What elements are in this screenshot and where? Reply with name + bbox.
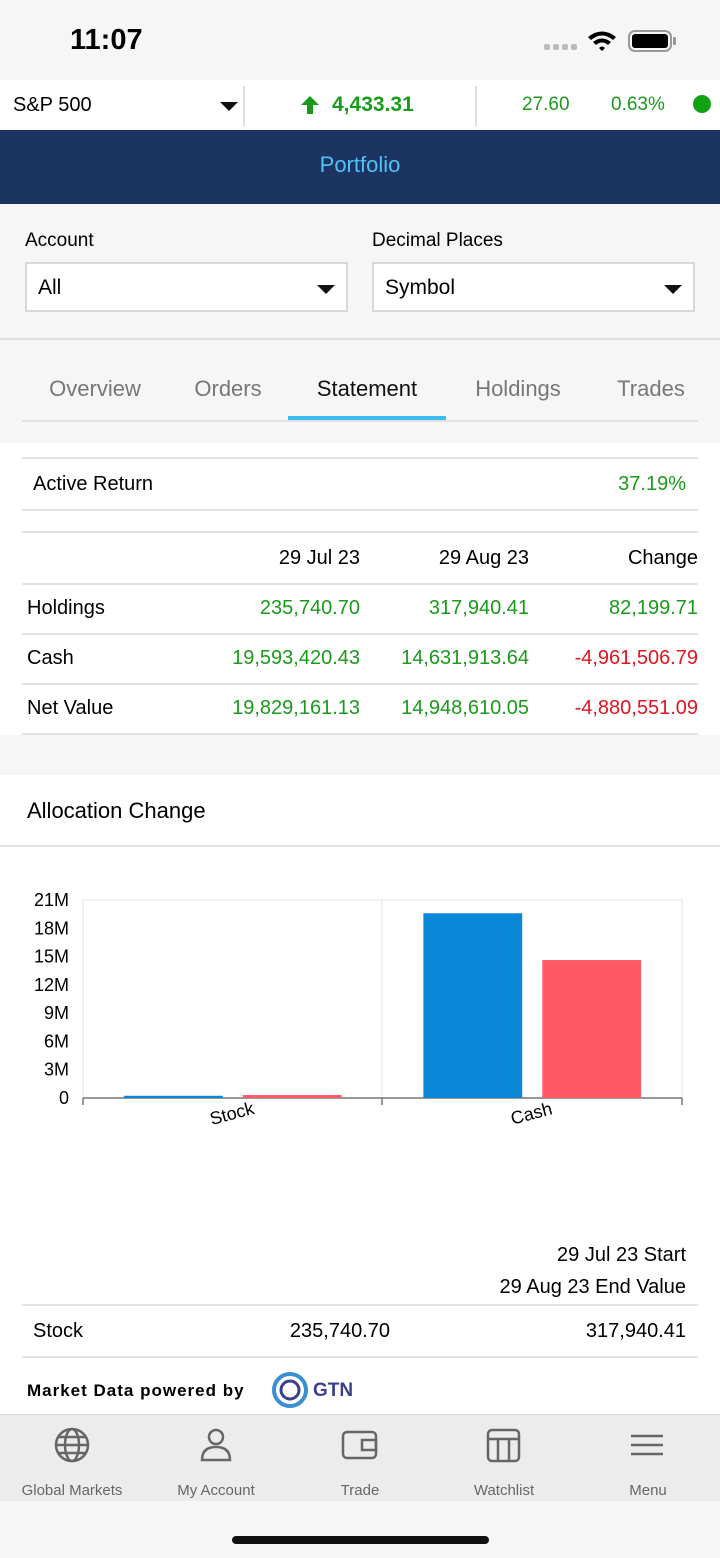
y-tick-label: 15M: [34, 947, 69, 967]
ticker-bar: [0, 80, 720, 130]
bar: [123, 1095, 223, 1098]
header-title: Portfolio: [319, 152, 401, 177]
dropdown-caret: [664, 285, 682, 294]
column-header: Change: [627, 547, 698, 569]
tab-baseline: [22, 420, 698, 422]
cell: 14,631,913.64: [401, 647, 529, 669]
column-header: 29 Aug 23: [438, 547, 529, 569]
tab-bar-item[interactable]: My Account: [177, 1482, 255, 1499]
y-tick-label: 0: [59, 1088, 69, 1108]
cell: -4,961,506.79: [574, 647, 698, 669]
active-return-row: Active Return 37.19%: [22, 457, 698, 511]
column-header: 29 Jul 23: [278, 547, 360, 569]
cell: 19,593,420.43: [232, 647, 360, 669]
table-header: 29 Jul 23 29 Aug 23 Change: [22, 531, 698, 585]
time: 11:07: [70, 24, 143, 56]
table-row: Holdings 235,740.70 317,940.41 82,199.71: [22, 583, 698, 635]
tabs: Overview Orders Statement Holdings Trades: [0, 340, 720, 442]
filter-label: Account: [25, 230, 94, 251]
status-icons: [544, 30, 676, 52]
y-tick-label: 21M: [34, 890, 69, 910]
cell: 14,948,610.05: [401, 697, 529, 719]
divider: [475, 86, 477, 126]
value: 37.19%: [618, 473, 686, 495]
gtn-logo-mark: [272, 1372, 308, 1408]
cell: 235,740.70: [289, 1320, 390, 1342]
filter-select[interactable]: Symbol: [372, 262, 695, 312]
tab[interactable]: Trades: [617, 376, 685, 401]
home-indicator: [232, 1536, 489, 1544]
x-tick-label: Cash: [509, 1098, 555, 1128]
bar: [242, 1095, 342, 1098]
filter-select[interactable]: All: [25, 262, 348, 312]
row-label: Holdings: [27, 597, 105, 619]
cell: 235,740.70: [259, 597, 360, 619]
status-dot: [693, 95, 711, 113]
row-label: Net Value: [27, 697, 114, 719]
tab-bar-item[interactable]: Menu: [629, 1482, 667, 1499]
y-tick-label: 3M: [44, 1060, 69, 1080]
cell: 19,829,161.13: [232, 697, 360, 719]
gtn-logo-text: GTN: [313, 1380, 354, 1401]
x-axis-ticks: [82, 1098, 683, 1105]
y-tick-label: 12M: [34, 975, 69, 995]
index-change-percent: 0.63%: [611, 94, 665, 115]
tab[interactable]: Orders: [194, 376, 262, 401]
tab-indicator: [288, 416, 446, 420]
divider: [243, 86, 245, 126]
index-change: 27.60: [522, 94, 570, 115]
filter-label: Decimal Places: [372, 230, 503, 251]
table-row: Stock 235,740.70 317,940.41: [22, 1304, 698, 1358]
y-tick-label: 9M: [44, 1003, 69, 1023]
tab[interactable]: Statement: [316, 376, 418, 401]
statement-panel: [0, 443, 720, 735]
bar: [542, 960, 642, 1098]
chart: 0 3M 6M 9M 12M 15M 18M 21M Stock Cash: [34, 890, 683, 1129]
legend-line: 29 Jul 23 Start: [557, 1244, 686, 1266]
index-name[interactable]: S&P 500: [13, 94, 92, 116]
table-row: Net Value 19,829,161.13 14,948,610.05 -4,88…: [22, 683, 698, 735]
tab-bar-item[interactable]: Trade: [340, 1482, 380, 1499]
up-arrow: [301, 96, 319, 114]
index-value: 4,433.31: [332, 93, 414, 116]
x-tick-label: Stock: [208, 1098, 258, 1129]
tab[interactable]: Holdings: [475, 376, 561, 401]
row-label: Cash: [27, 647, 74, 669]
dropdown-caret: [220, 102, 238, 111]
header: [0, 130, 720, 204]
tab-bar-item[interactable]: Global Markets: [21, 1482, 123, 1499]
section-title: Allocation Change: [27, 798, 206, 823]
cell: 317,940.41: [585, 1320, 686, 1342]
powered-by: Market Data powered by: [27, 1381, 245, 1400]
label: Active Return: [33, 473, 154, 495]
legend-line: 29 Aug 23 End Value: [499, 1276, 686, 1298]
cell: -4,880,551.09: [574, 697, 698, 719]
cell: 317,940.41: [428, 597, 529, 619]
tab[interactable]: Overview: [49, 376, 141, 401]
divider: [0, 338, 720, 340]
table-row: Cash 19,593,420.43 14,631,913.64 -4,961,506…: [22, 633, 698, 685]
y-tick-label: 18M: [34, 918, 69, 938]
row-label: Stock: [33, 1320, 84, 1342]
dropdown-caret: [317, 285, 335, 294]
y-tick-label: 6M: [44, 1031, 69, 1051]
tab-icons: [54, 1427, 663, 1463]
tab-bar-item[interactable]: Watchlist: [473, 1482, 535, 1499]
cell: 82,199.71: [609, 597, 698, 619]
divider: [0, 845, 720, 847]
bar: [423, 913, 523, 1098]
